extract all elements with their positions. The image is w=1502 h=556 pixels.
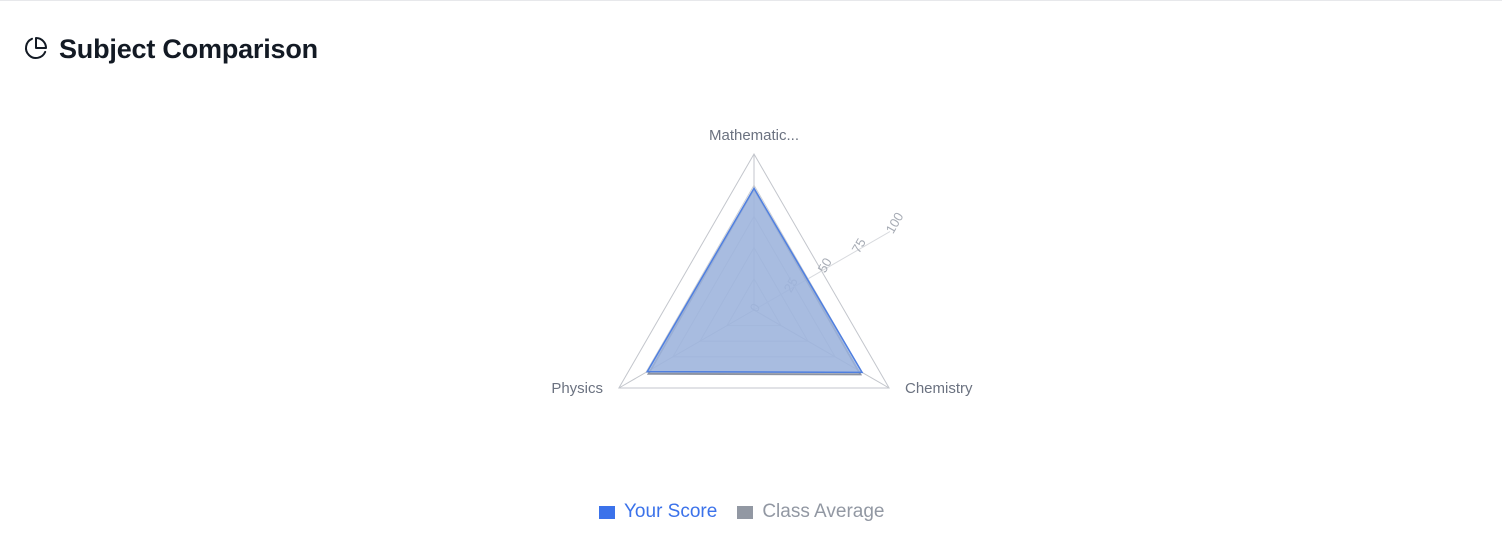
- svg-text:Physics: Physics: [551, 380, 603, 397]
- svg-text:75: 75: [849, 236, 869, 256]
- svg-text:100: 100: [883, 210, 907, 236]
- svg-text:Chemistry: Chemistry: [905, 380, 973, 397]
- svg-text:50: 50: [815, 255, 835, 275]
- svg-text:Mathematic...: Mathematic...: [709, 127, 799, 144]
